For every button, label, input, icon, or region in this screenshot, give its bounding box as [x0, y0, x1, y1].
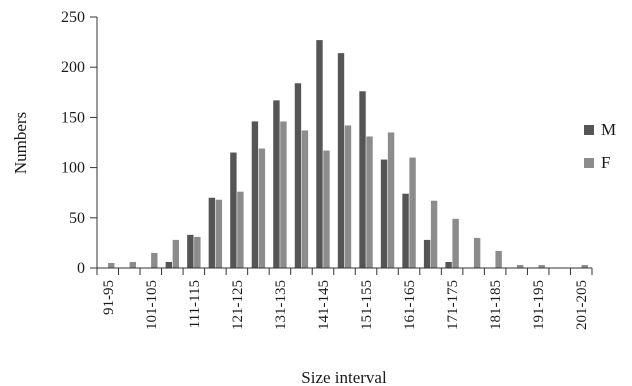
x-tick-label: 141-145 — [316, 280, 332, 330]
legend-label-m: M — [601, 120, 616, 139]
y-axis-title: Numbers — [11, 112, 30, 174]
bar-m-106-110 — [165, 261, 173, 268]
y-tick-label: 50 — [69, 210, 85, 227]
x-tick-label: 131-135 — [273, 280, 289, 330]
bar-m-166-170 — [423, 239, 431, 268]
bar-f-101-105 — [151, 252, 158, 268]
bar-f-186-190 — [516, 264, 524, 268]
bar-f-96-100 — [129, 261, 136, 268]
bar-m-131-135 — [273, 100, 280, 268]
y-tick-label: 150 — [61, 109, 85, 126]
x-tick-label: 181-185 — [488, 280, 504, 330]
y-tick-label: 0 — [77, 260, 85, 277]
bar-m-171-175 — [445, 261, 452, 268]
bar-f-166-170 — [430, 200, 438, 268]
bar-f-121-125 — [237, 191, 244, 268]
bar-f-146-150 — [344, 125, 352, 268]
bars — [108, 40, 588, 269]
x-tick-label: 91-95 — [101, 280, 117, 315]
x-tick-label: 171-175 — [445, 280, 461, 330]
bar-f-136-140 — [301, 130, 309, 268]
bar-f-141-145 — [323, 150, 330, 268]
bar-m-151-155 — [359, 91, 366, 269]
bar-f-91-95 — [108, 262, 115, 268]
bar-f-156-160 — [387, 132, 395, 268]
legend: MF — [584, 120, 616, 172]
x-tick-label: 191-195 — [531, 280, 547, 330]
bar-f-111-115 — [194, 236, 201, 268]
bar-m-136-140 — [294, 83, 302, 268]
y-axis-ticks: 0 50 100 150 200 250 — [61, 9, 97, 277]
bar-m-161-165 — [402, 193, 409, 268]
x-tick-label: 201-205 — [574, 280, 590, 330]
bar-f-126-130 — [258, 148, 266, 268]
bar-f-201-205 — [581, 264, 588, 268]
x-axis-ticks: 91-95 101-105 111-115 121-125 131-135 141-145… — [96, 268, 593, 330]
x-tick-label: 101-105 — [144, 280, 160, 330]
bar-m-156-160 — [380, 159, 388, 268]
legend-swatch-f — [584, 158, 594, 168]
x-axis-title: Size interval — [301, 368, 387, 386]
y-tick-label: 200 — [61, 59, 85, 76]
bar-f-191-195 — [538, 264, 545, 268]
legend-swatch-m — [584, 125, 594, 135]
bar-f-176-180 — [473, 237, 481, 268]
bar-m-111-115 — [187, 234, 194, 268]
bar-m-146-150 — [337, 53, 345, 269]
y-tick-label: 250 — [61, 9, 85, 26]
bar-f-106-110 — [172, 239, 180, 268]
bar-m-121-125 — [230, 152, 237, 268]
bar-m-126-130 — [251, 121, 259, 268]
bar-m-116-120 — [208, 197, 216, 268]
bar-m-141-145 — [316, 40, 323, 269]
x-tick-label: 151-155 — [359, 280, 375, 330]
bar-f-171-175 — [452, 218, 459, 268]
legend-label-f: F — [601, 153, 610, 172]
x-tick-label: 121-125 — [230, 280, 246, 330]
x-tick-label: 161-165 — [402, 280, 418, 330]
bar-f-181-185 — [495, 250, 502, 268]
bar-f-151-155 — [366, 136, 373, 268]
bar-f-116-120 — [215, 199, 223, 268]
y-tick-label: 100 — [61, 160, 85, 177]
x-tick-label: 111-115 — [187, 280, 203, 328]
bar-f-131-135 — [280, 121, 287, 268]
bar-f-161-165 — [409, 157, 416, 268]
